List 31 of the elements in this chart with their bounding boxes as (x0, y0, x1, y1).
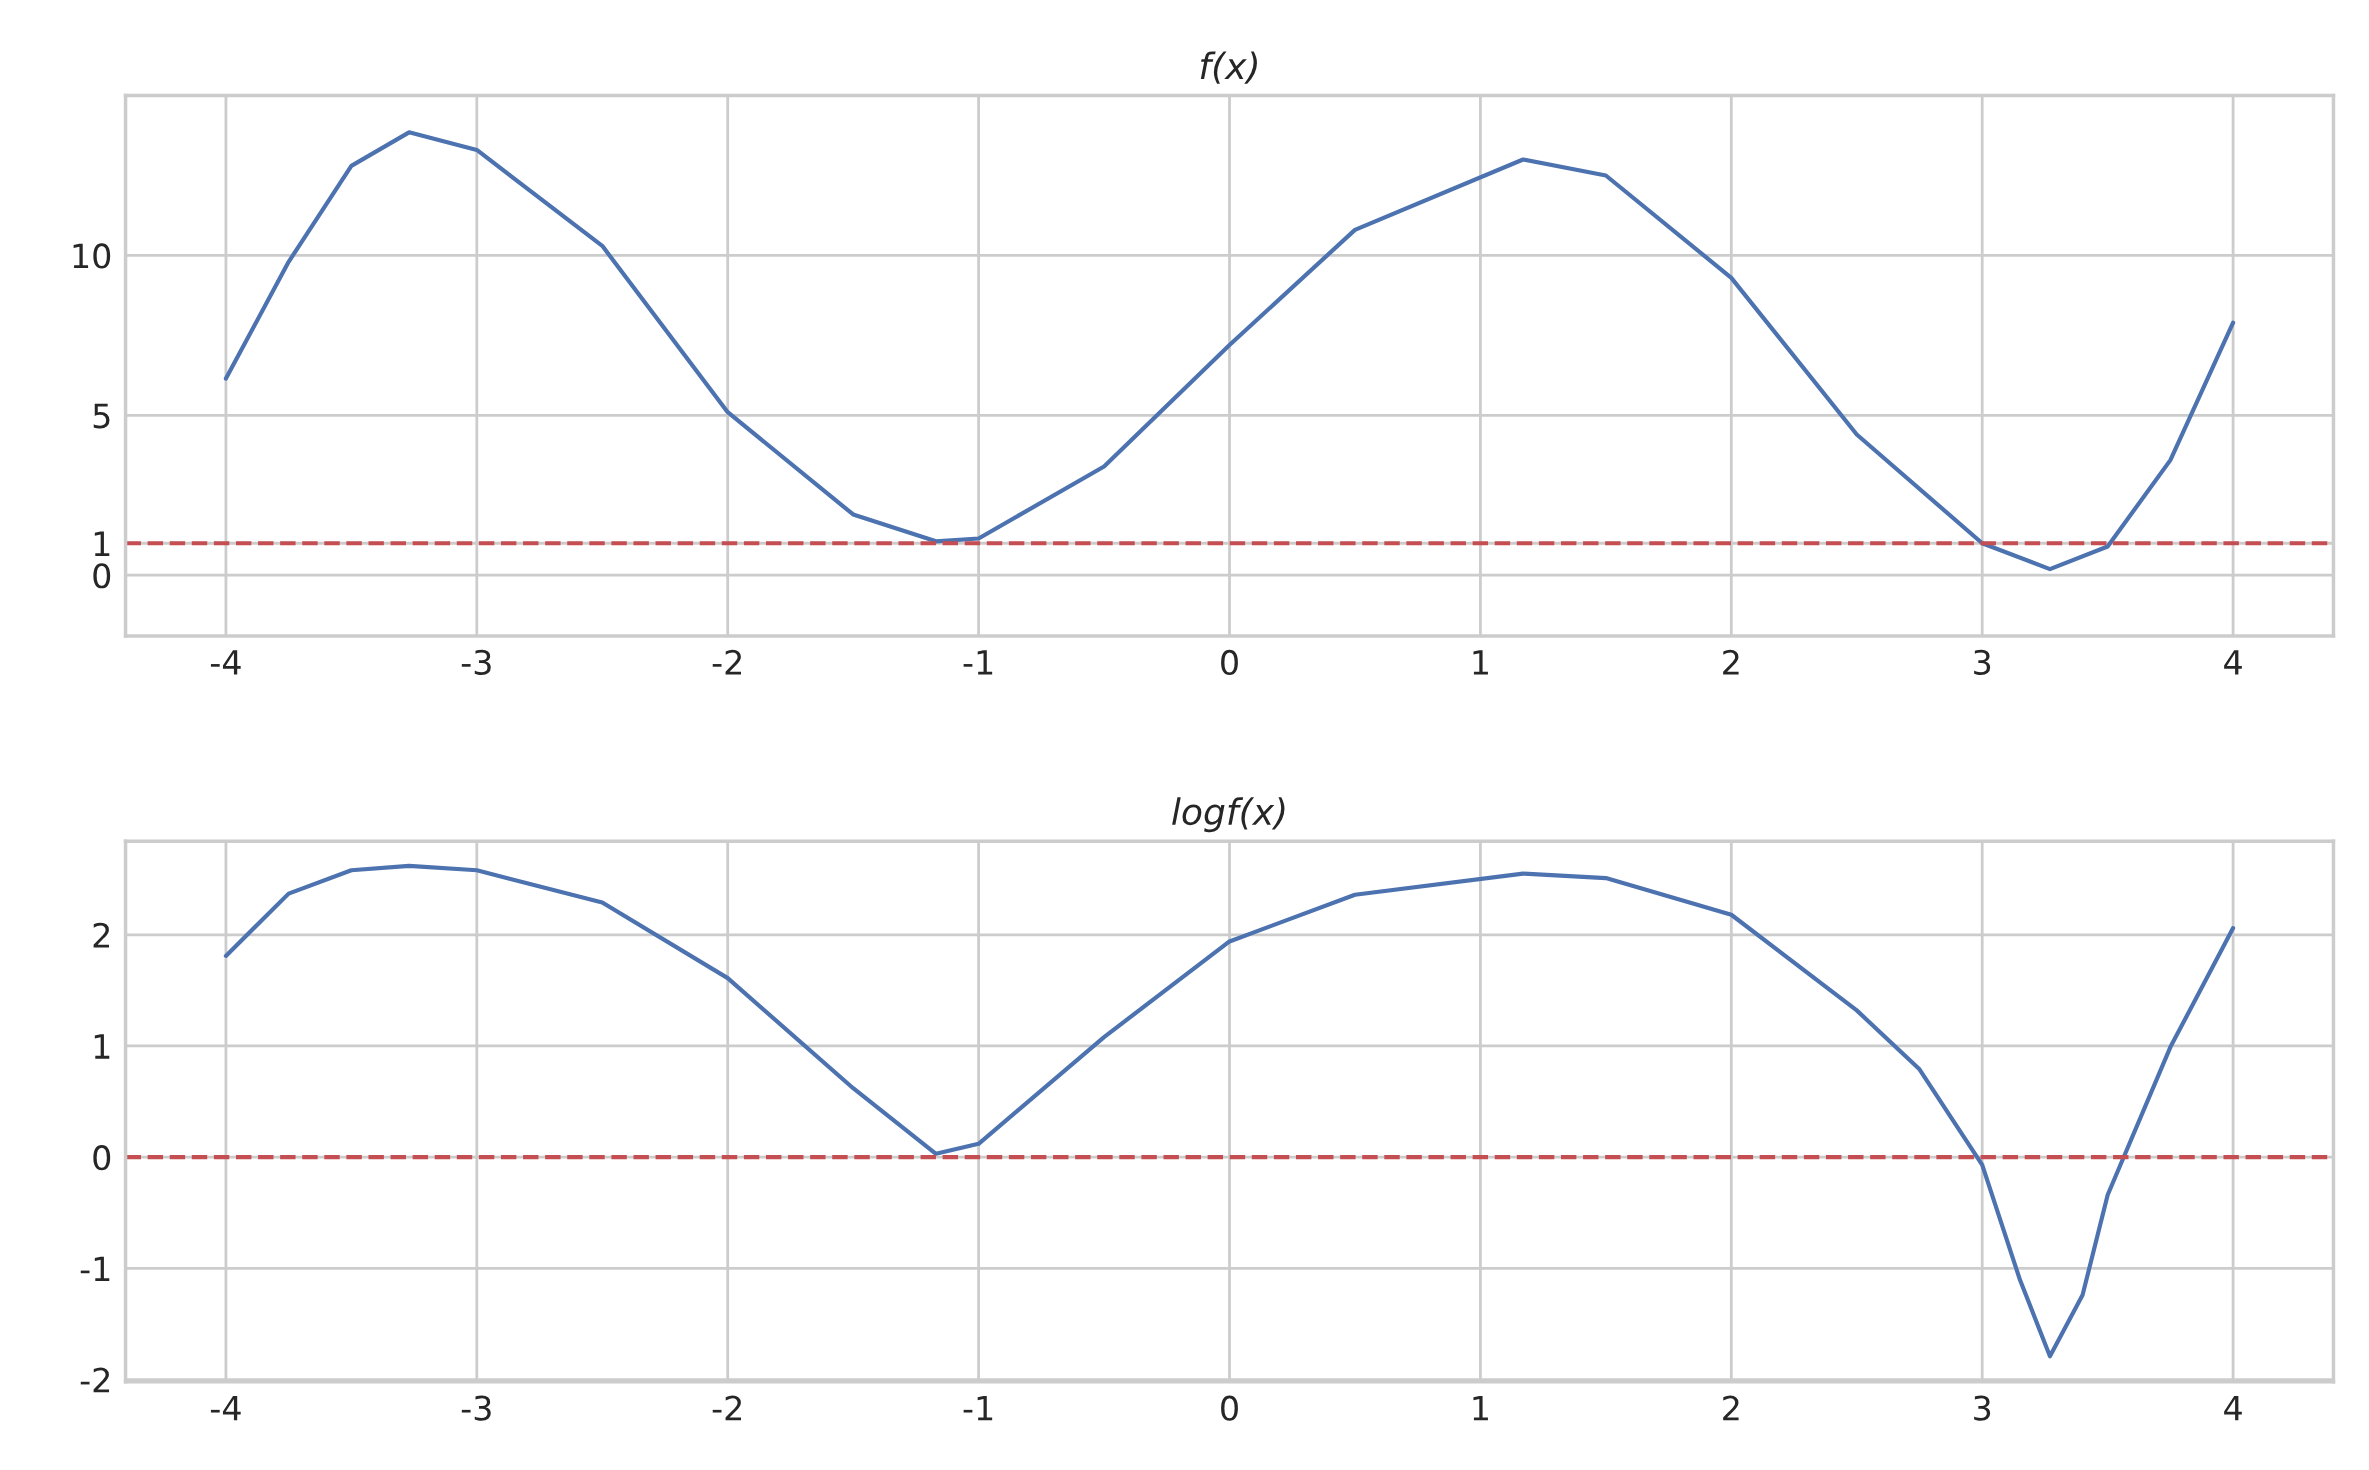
x-tick-label: 0 (1221, 1395, 1238, 1421)
line-series (223, 130, 2236, 572)
x-tick-label: -2 (712, 1395, 741, 1421)
chart-title: f(x) (1200, 51, 1257, 84)
x-tick-label: -3 (461, 1395, 491, 1421)
y-tick-label: 2 (93, 922, 110, 948)
x-tick-label: -1 (963, 1396, 993, 1421)
x-tick-label: -4 (210, 650, 241, 675)
x-tick-label: -4 (210, 1396, 241, 1421)
x-tick-label: 2 (1723, 649, 1739, 675)
y-tick-label: 0 (93, 563, 111, 589)
x-tick-label: 4 (2224, 1396, 2242, 1421)
y-tick-label: -1 (80, 1256, 110, 1282)
x-tick-label: 2 (1723, 1395, 1739, 1421)
x-tick-label: -3 (461, 649, 491, 675)
chart-title: logf(x) (1172, 797, 1285, 833)
x-tick-label: 3 (1974, 1395, 1991, 1421)
x-tick-label: 1 (1473, 1396, 1488, 1421)
y-tick-label: 1 (94, 531, 110, 556)
x-tick-label: 1 (1473, 650, 1488, 675)
line-series (223, 863, 2236, 1359)
y-tick-label: 0 (93, 1145, 111, 1171)
x-tick-label: 3 (1974, 649, 1991, 675)
x-tick-label: -2 (712, 649, 741, 675)
y-tick-label: 5 (93, 403, 110, 429)
y-tick-label: 1 (94, 1034, 110, 1059)
x-tick-label: 4 (2224, 650, 2242, 675)
y-tick-label: -2 (80, 1367, 110, 1393)
x-tick-label: -1 (963, 650, 993, 675)
y-tick-label: 10 (73, 243, 111, 269)
x-tick-label: 0 (1221, 649, 1238, 675)
